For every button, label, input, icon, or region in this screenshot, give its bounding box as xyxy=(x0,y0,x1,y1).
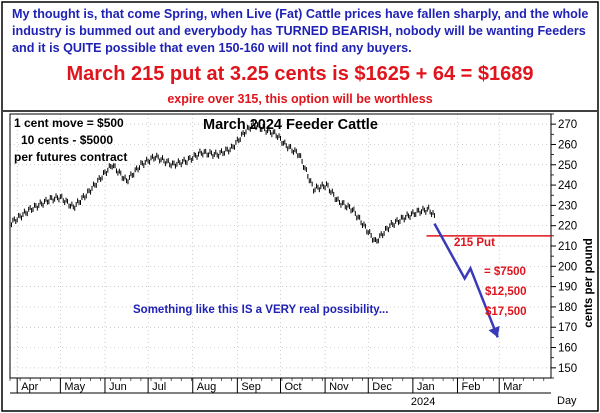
y-tick-label-270: 270 xyxy=(558,119,577,131)
contract-note-ten-cents: 10 cents - $5000 xyxy=(21,133,114,147)
contract-note-per-contract: per futures contract xyxy=(14,150,128,164)
x-tick-label-Oct: Oct xyxy=(285,381,302,393)
y-tick-label-210: 210 xyxy=(558,241,577,253)
x-tick-label-Nov: Nov xyxy=(329,381,349,393)
x-tick-label-Aug: Aug xyxy=(197,381,217,393)
put-label: 215 Put xyxy=(454,237,495,249)
possibility-note: Something like this IS a VERY real possi… xyxy=(133,304,389,316)
contract-note-cent: 1 cent move = $500 xyxy=(14,116,124,130)
y-tick-label-260: 260 xyxy=(558,139,577,151)
y-tick-label-180: 180 xyxy=(558,302,577,314)
projection-arrowhead xyxy=(488,325,500,338)
value-label-7500: = $7500 xyxy=(484,266,526,278)
y-tick-label-170: 170 xyxy=(558,322,577,334)
y-tick-label-150: 150 xyxy=(558,363,577,375)
x-tick-label-Sep: Sep xyxy=(241,381,261,393)
x-tick-label-Feb: Feb xyxy=(461,381,480,393)
value-label-17500: $17,500 xyxy=(485,306,527,318)
y-tick-label-200: 200 xyxy=(558,261,577,273)
y-axis-title: cents per pound xyxy=(583,238,595,328)
x-year-label: 2024 xyxy=(411,396,435,408)
intro-note: My thought is, that come Spring, when Li… xyxy=(12,7,589,55)
option-headline: March 215 put at 3.25 cents is $1625 + 6… xyxy=(66,63,534,85)
projection-path xyxy=(433,223,499,338)
y-tick-label-160: 160 xyxy=(558,343,577,355)
x-tick-label-Mar: Mar xyxy=(503,381,522,393)
y-tick-label-220: 220 xyxy=(558,221,577,233)
price-series xyxy=(9,119,435,244)
x-tick-label-Jul: Jul xyxy=(152,381,166,393)
chart-title: March 2024 Feeder Cattle xyxy=(203,117,378,133)
x-tick-label-Jan: Jan xyxy=(417,381,435,393)
y-tick-label-250: 250 xyxy=(558,160,577,172)
y-tick-label-190: 190 xyxy=(558,282,577,294)
expiry-note: expire over 315, this option will be wor… xyxy=(167,92,433,106)
y-axis: 150 160 170 180 190 200 210 220 230 240 250 260 270 xyxy=(551,113,577,379)
y-tick-label-230: 230 xyxy=(558,200,577,212)
projection-arrow xyxy=(433,223,500,338)
x-tick-label-Apr: Apr xyxy=(21,381,38,393)
value-label-12500: $12,500 xyxy=(485,286,527,298)
x-tick-label-Jun: Jun xyxy=(109,381,127,393)
y-tick-label-240: 240 xyxy=(558,180,577,192)
x-axis: Apr May Jun Jul Aug Sep Oct Nov Dec Jan Feb Mar 2024… xyxy=(9,378,577,408)
plot-grid xyxy=(10,114,551,378)
x-tick-label-May: May xyxy=(64,381,85,393)
x-tick-label-Dec: Dec xyxy=(372,381,392,393)
x-unit-label: Day xyxy=(557,395,577,407)
